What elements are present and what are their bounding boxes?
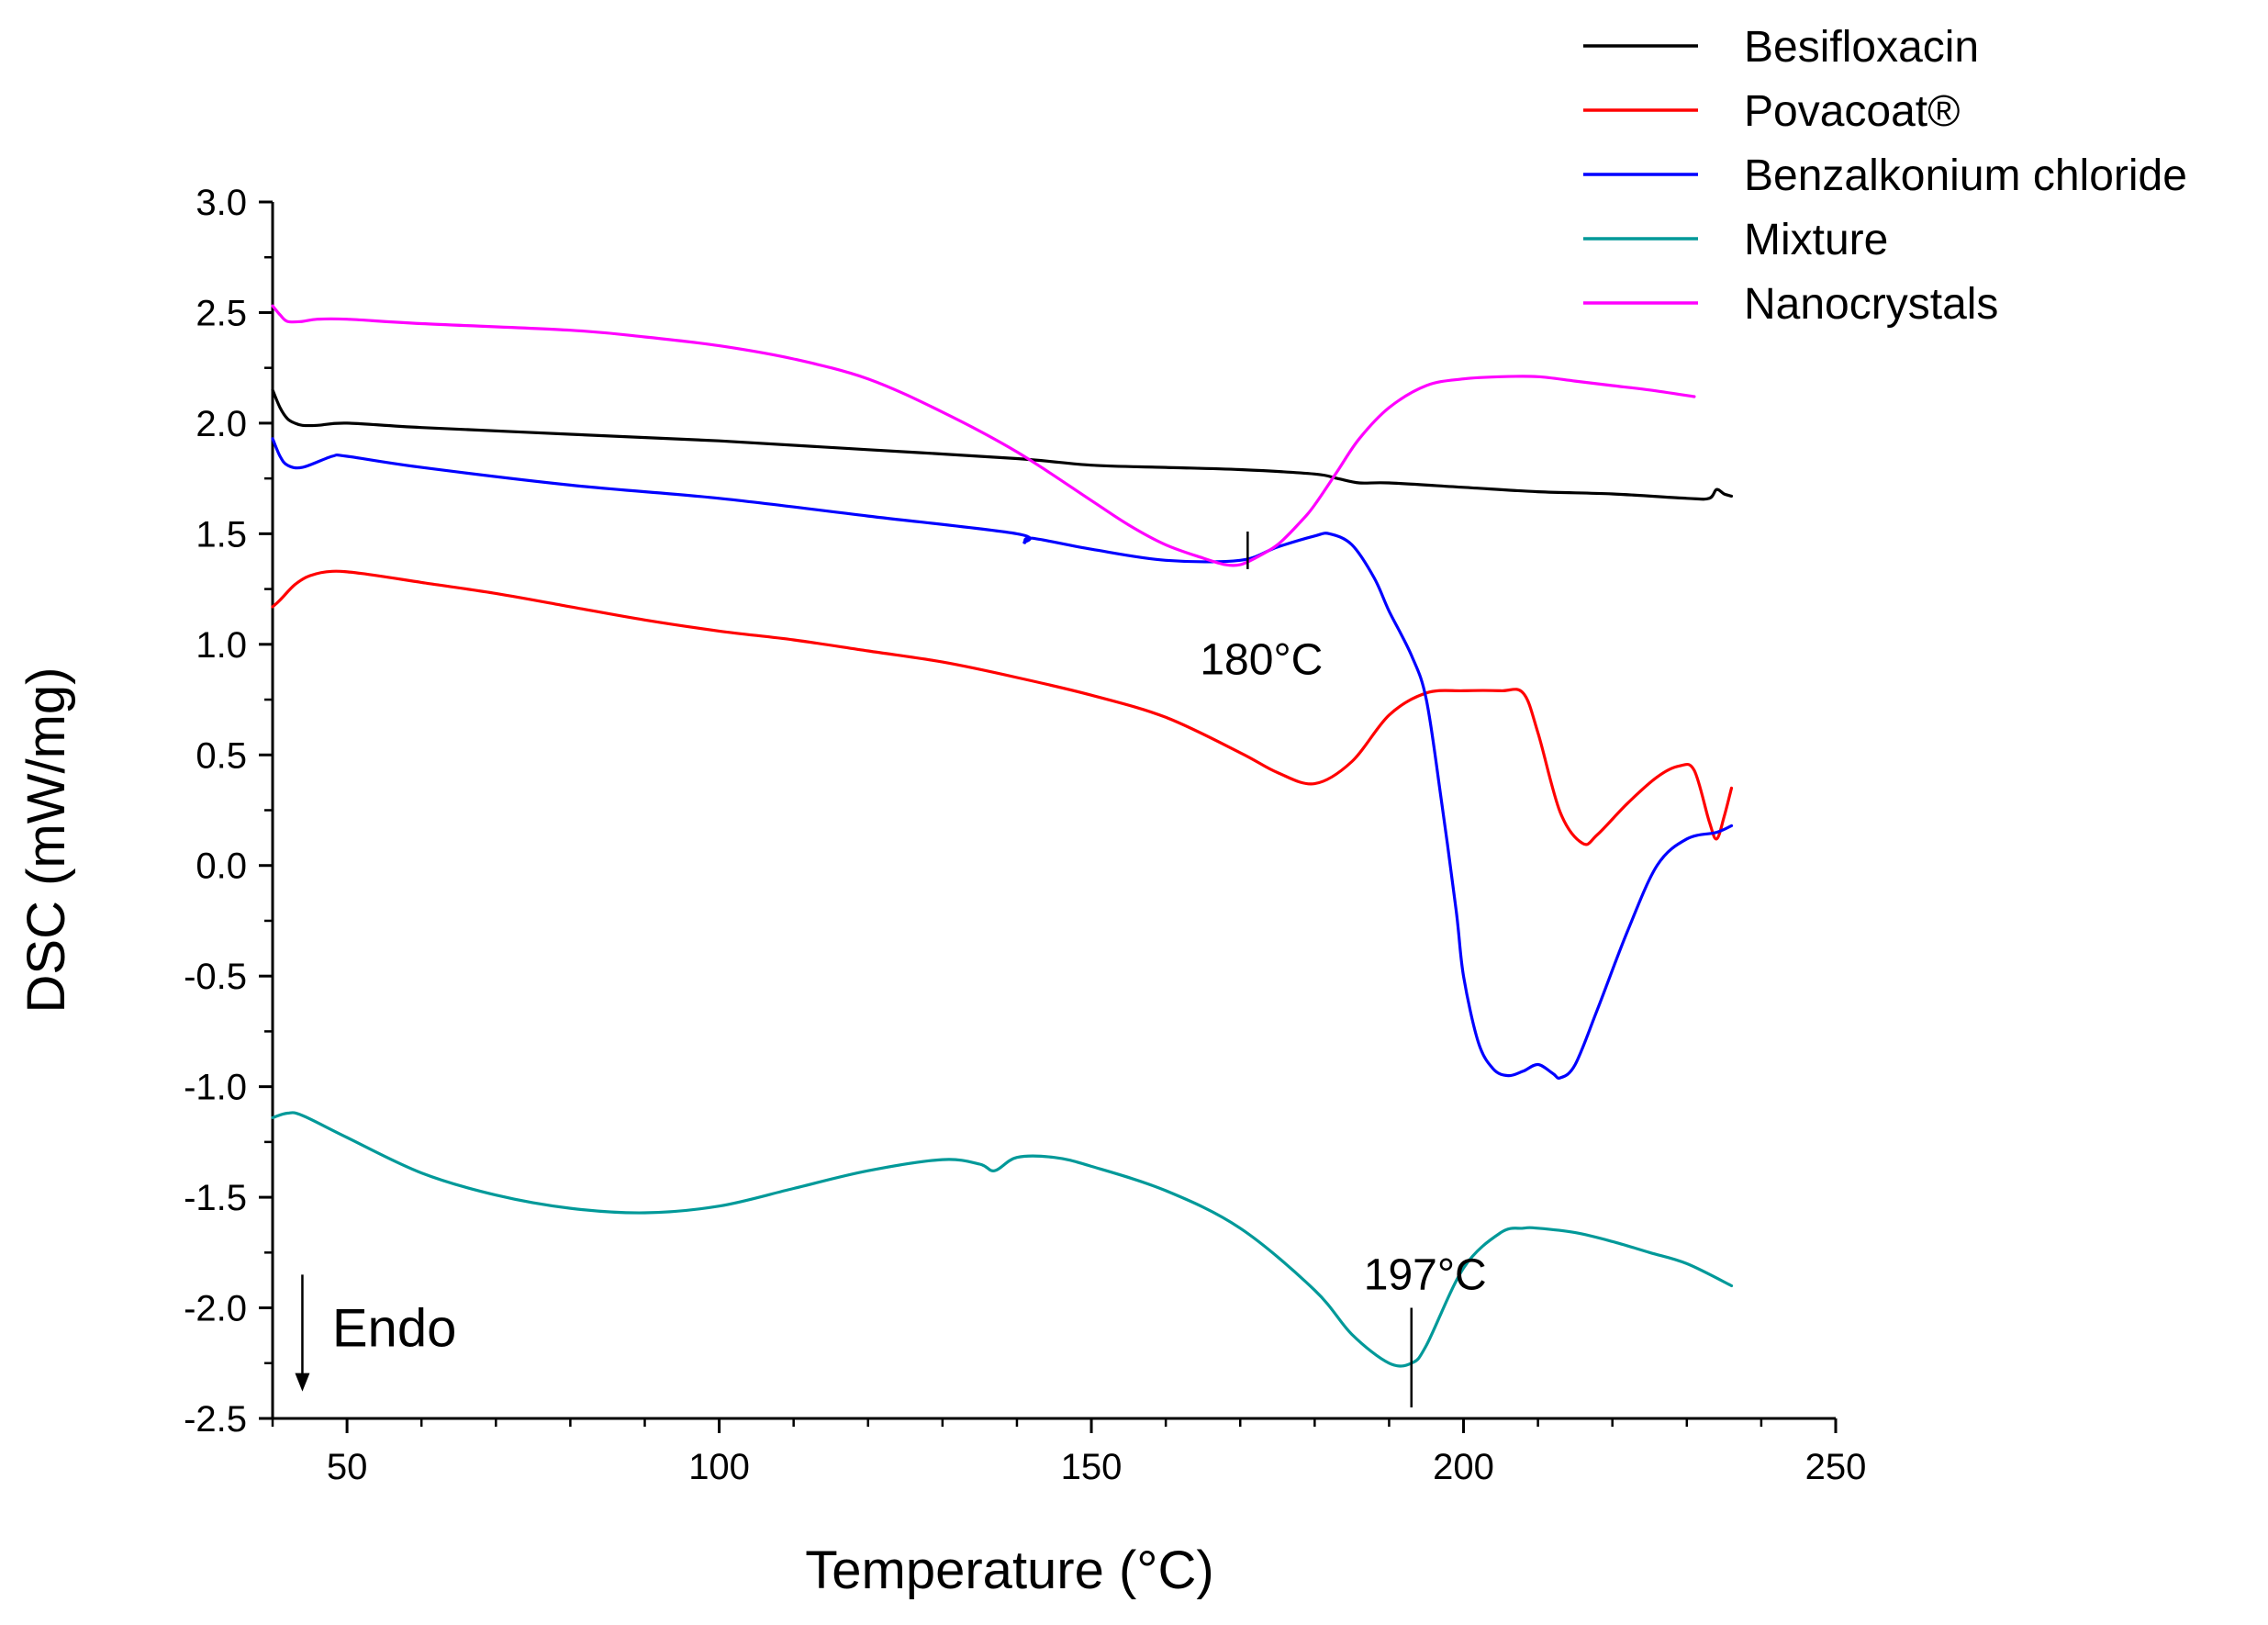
- endo-label: Endo: [332, 1299, 456, 1359]
- series-line-nanocrystals: [271, 304, 1696, 567]
- x-tick-label: 150: [1061, 1447, 1123, 1487]
- series-layer: [271, 304, 1734, 1368]
- y-tick-label: 3.0: [196, 183, 247, 223]
- endo-arrow-head: [295, 1373, 310, 1392]
- y-tick-label: -1.0: [184, 1068, 247, 1108]
- legend-label: Nanocrystals: [1744, 280, 1998, 329]
- y-tick-label: 2.0: [196, 404, 247, 444]
- y-tick-label: -2.0: [184, 1289, 247, 1329]
- series-line-mixture: [271, 1111, 1734, 1368]
- legend-label: Benzalkonium chloride: [1744, 151, 2187, 200]
- x-axis-title: Temperature (°C): [805, 1541, 1213, 1600]
- annotations: 180°C 197°C Endo: [295, 531, 1487, 1407]
- series-line-benzalkonium-chloride: [271, 437, 1734, 1080]
- peak-temperature-label: 180°C: [1200, 636, 1323, 685]
- x-tick-label: 100: [688, 1447, 750, 1487]
- y-tick-label: 1.5: [196, 514, 247, 555]
- series-line-povacoat: [271, 569, 1734, 846]
- y-axis-title: DSC (mW/mg): [17, 667, 76, 1014]
- y-ticks: -2.5 -2.0 -1.5 -1.0 -0.5 0.0 0.5 1.0 1.5 2.0 2.5 3.…: [184, 183, 273, 1440]
- peak-temperature-label: 197°C: [1364, 1250, 1487, 1299]
- y-tick-label: -2.5: [184, 1399, 247, 1440]
- y-tick-label: 2.5: [196, 293, 247, 333]
- x-tick-label: 50: [327, 1447, 368, 1487]
- legend: Besifloxacin Povacoat® Benzalkonium chlori…: [1583, 23, 2187, 329]
- x-ticks: 50 100 150 200 250: [271, 1418, 1867, 1487]
- y-tick-label: -1.5: [184, 1178, 247, 1218]
- x-tick-label: 250: [1805, 1447, 1867, 1487]
- x-tick-label: 200: [1433, 1447, 1494, 1487]
- y-tick-label: 0.0: [196, 846, 247, 887]
- y-tick-label: 1.0: [196, 625, 247, 666]
- series-line-besifloxacin: [271, 388, 1734, 501]
- legend-label: Mixture: [1744, 216, 1888, 264]
- y-tick-label: -0.5: [184, 957, 247, 997]
- y-tick-label: 0.5: [196, 735, 247, 776]
- legend-label: Besifloxacin: [1744, 23, 1979, 72]
- legend-label: Povacoat®: [1744, 87, 1961, 136]
